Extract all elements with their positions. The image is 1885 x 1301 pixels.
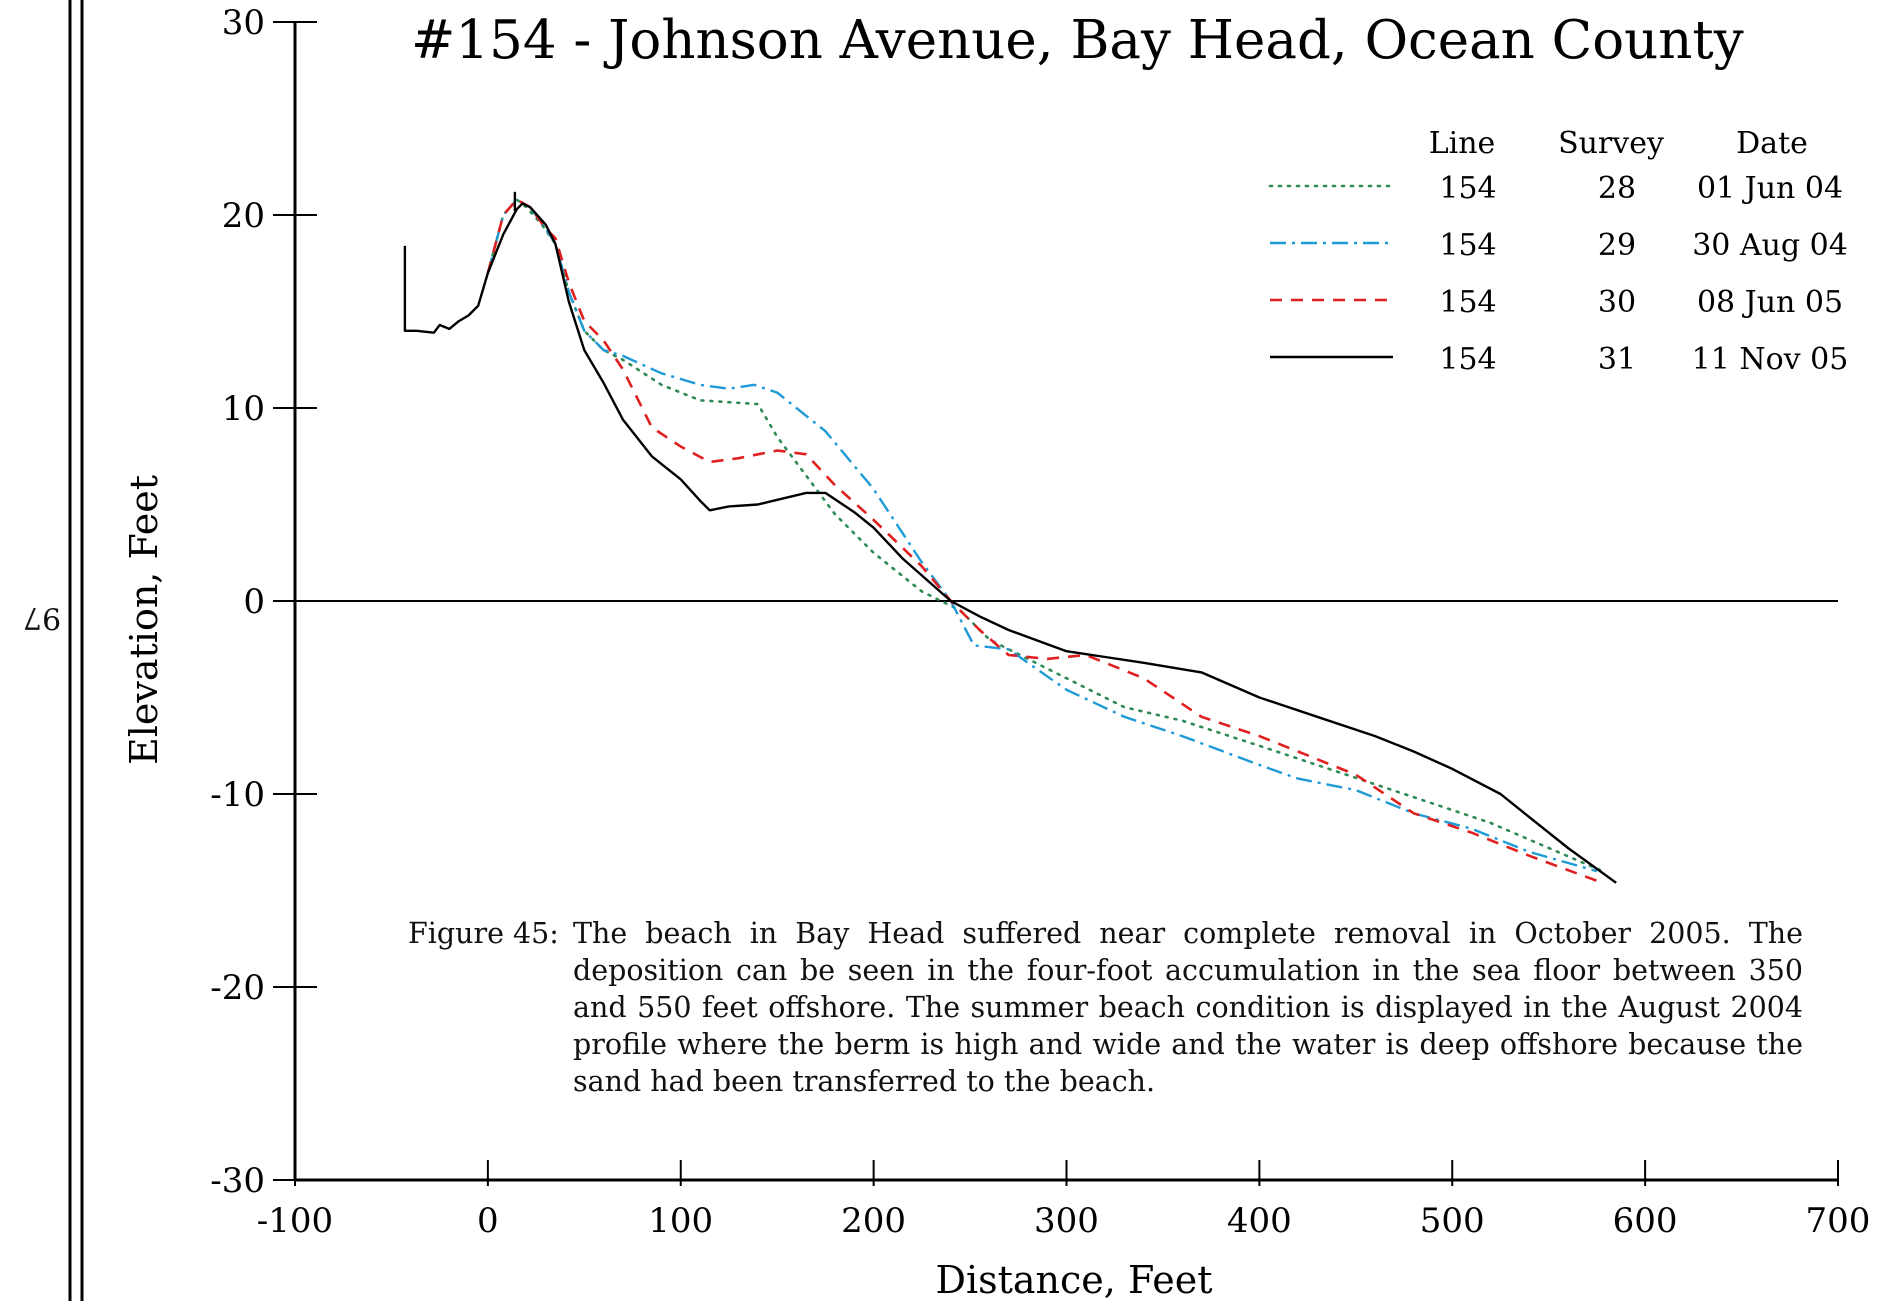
legend-cell: 30 Aug 04 (1692, 228, 1848, 263)
x-tick-label: 400 (1227, 1201, 1292, 1241)
y-tick-label: 10 (222, 389, 265, 429)
legend-cell: 31 (1598, 342, 1636, 377)
x-tick-label: 0 (477, 1201, 499, 1241)
x-tick-label: 500 (1420, 1201, 1485, 1241)
chart-title: #154 - Johnson Avenue, Bay Head, Ocean C… (411, 10, 1744, 71)
y-tick-label: 0 (243, 582, 265, 622)
legend-cell: 08 Jun 05 (1697, 285, 1843, 320)
y-tick-label: -20 (210, 968, 265, 1008)
x-tick-label: 600 (1613, 1201, 1678, 1241)
series-layer (403, 191, 1617, 884)
x-tick-label: 100 (648, 1201, 713, 1241)
legend-cell: 11 Nov 05 (1692, 342, 1849, 377)
caption-label: Figure 45: (408, 917, 559, 950)
series-line-1 (486, 198, 1604, 873)
series-line-4 (403, 202, 1617, 884)
y-tick-label: -10 (210, 775, 265, 815)
x-tick-label: 700 (1806, 1201, 1871, 1241)
legend-header: Date (1736, 126, 1808, 161)
series-line-2 (486, 198, 1598, 873)
legend-cell: 154 (1439, 342, 1496, 377)
x-tick-label: 300 (1034, 1201, 1099, 1241)
y-tick-label: -30 (210, 1161, 265, 1201)
legend-cell: 154 (1439, 171, 1496, 206)
legend: Line Survey Date 154 28 01 Jun 04 154 29 30 Aug … (1268, 126, 1849, 377)
y-tick-label: 20 (222, 196, 265, 236)
legend-cell: 30 (1598, 285, 1636, 320)
y-axis-label: Elevation, Feet (122, 475, 166, 765)
legend-cell: 28 (1598, 171, 1636, 206)
caption-text: The beach in Bay Head suffered near comp… (573, 917, 1803, 1098)
legend-header: Line (1429, 126, 1496, 161)
x-tick-label: 200 (841, 1201, 906, 1241)
x-axis-label: Distance, Feet (936, 1258, 1213, 1301)
legend-cell: 01 Jun 04 (1697, 171, 1843, 206)
legend-cell: 154 (1439, 285, 1496, 320)
legend-cell: 154 (1439, 228, 1496, 263)
legend-header: Survey (1558, 126, 1664, 161)
series-line-3 (486, 198, 1598, 883)
x-tick-label: -100 (257, 1201, 333, 1241)
y-tick-label: 30 (222, 3, 265, 43)
legend-cell: 29 (1598, 228, 1636, 263)
